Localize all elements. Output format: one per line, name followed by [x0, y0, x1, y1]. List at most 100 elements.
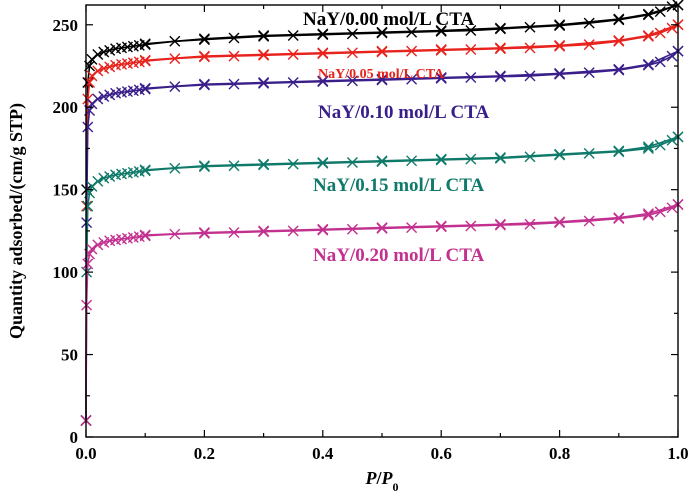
data-point-desorption: [317, 28, 329, 40]
series-line-adsorption: [85, 136, 679, 421]
data-point-adsorption: [228, 227, 240, 239]
data-point-adsorption: [406, 26, 418, 38]
series-label-0-15: NaY/0.15 mol/L CTA: [313, 175, 484, 196]
data-point-adsorption: [287, 48, 299, 60]
series-3: [80, 131, 684, 427]
y-tick-label: 50: [61, 346, 78, 365]
data-point-desorption: [376, 73, 388, 85]
y-axis-title: Quantity adsorbed/(cm/g STP): [6, 103, 27, 339]
data-point-desorption: [198, 227, 210, 239]
data-point-adsorption: [524, 21, 536, 33]
data-point-adsorption: [228, 50, 240, 62]
data-point-adsorption: [287, 77, 299, 88]
data-point-desorption: [613, 63, 625, 75]
data-point-adsorption: [406, 222, 418, 234]
series-1: [80, 19, 684, 427]
data-point-desorption: [435, 72, 447, 84]
data-point-desorption: [554, 148, 566, 160]
series-label-0-10: NaY/0.10 mol/L CTA: [318, 102, 489, 123]
data-point-desorption: [494, 218, 506, 230]
data-point-desorption: [613, 13, 625, 25]
data-point-desorption: [494, 70, 506, 82]
y-tick-label: 200: [53, 98, 79, 117]
data-point-adsorption: [346, 47, 358, 59]
data-point-adsorption: [524, 42, 536, 54]
data-point-desorption: [139, 229, 151, 241]
data-point-adsorption: [524, 218, 536, 230]
series-line-desorption: [145, 24, 679, 62]
data-point-adsorption: [465, 44, 477, 56]
data-point-desorption: [139, 38, 151, 50]
data-point-desorption: [198, 78, 210, 90]
data-point-desorption: [435, 25, 447, 37]
data-point-adsorption: [287, 158, 299, 170]
x-tick-label: 0.0: [75, 444, 96, 463]
data-point-adsorption: [82, 200, 94, 212]
data-point-desorption: [139, 54, 151, 66]
data-point-desorption: [554, 216, 566, 228]
data-point-desorption: [494, 152, 506, 164]
data-point-adsorption: [406, 45, 418, 57]
data-point-desorption: [317, 75, 329, 87]
data-point-adsorption: [524, 70, 536, 82]
data-point-adsorption: [82, 258, 94, 270]
series-0: [80, 0, 684, 427]
data-point-desorption: [494, 42, 506, 54]
data-point-desorption: [258, 48, 270, 60]
data-point-adsorption: [465, 72, 477, 84]
data-point-adsorption: [583, 215, 595, 227]
x-tick-label: 0.8: [549, 444, 570, 463]
x-tick-label: 1.0: [667, 444, 688, 463]
data-point-desorption: [139, 82, 151, 94]
x-tick-label: 0.6: [431, 444, 452, 463]
x-tick-label: 0.2: [194, 444, 215, 463]
data-point-desorption: [198, 50, 210, 62]
data-point-adsorption: [86, 243, 98, 255]
data-point-desorption: [376, 155, 388, 167]
data-point-desorption: [376, 45, 388, 57]
data-point-adsorption: [92, 65, 104, 77]
data-point-adsorption: [346, 75, 358, 87]
data-point-desorption: [376, 222, 388, 234]
y-tick-label: 100: [53, 263, 79, 282]
data-point-adsorption: [583, 17, 595, 29]
data-point-adsorption: [346, 28, 358, 40]
data-point-desorption: [435, 44, 447, 56]
series-line-adsorption: [85, 203, 679, 421]
data-point-adsorption: [583, 39, 595, 51]
data-point-desorption: [317, 47, 329, 59]
data-point-adsorption: [583, 147, 595, 159]
data-point-adsorption: [666, 134, 678, 146]
data-point-desorption: [317, 223, 329, 235]
data-point-desorption: [642, 141, 654, 153]
data-point-desorption: [613, 212, 625, 224]
x-axis-title: P/P0: [364, 468, 398, 492]
y-tick-label: 150: [53, 181, 79, 200]
data-point-adsorption: [406, 73, 418, 85]
data-point-adsorption: [524, 151, 536, 163]
data-point-desorption: [435, 153, 447, 165]
data-point-desorption: [258, 225, 270, 237]
data-point-adsorption: [228, 160, 240, 172]
data-point-desorption: [554, 19, 566, 31]
data-point-adsorption: [82, 121, 94, 133]
data-point-adsorption: [92, 175, 104, 187]
data-point-adsorption: [228, 78, 240, 90]
data-point-adsorption: [406, 155, 418, 167]
data-point-desorption: [642, 58, 654, 70]
data-point-desorption: [642, 208, 654, 220]
data-point-desorption: [258, 77, 270, 88]
data-point-adsorption: [346, 156, 358, 168]
data-point-desorption: [642, 8, 654, 20]
series-line-adsorption: [85, 50, 679, 421]
data-point-desorption: [198, 33, 210, 45]
data-point-adsorption: [92, 93, 104, 105]
y-axis-ticks: 0 50 100 150 200 250: [53, 16, 678, 447]
x-tick-label: 0.4: [312, 444, 334, 463]
data-point-desorption: [494, 22, 506, 34]
data-point-adsorption: [346, 223, 358, 235]
y-tick-label: 250: [53, 16, 79, 35]
data-point-desorption: [613, 145, 625, 157]
data-point-adsorption: [654, 56, 666, 68]
